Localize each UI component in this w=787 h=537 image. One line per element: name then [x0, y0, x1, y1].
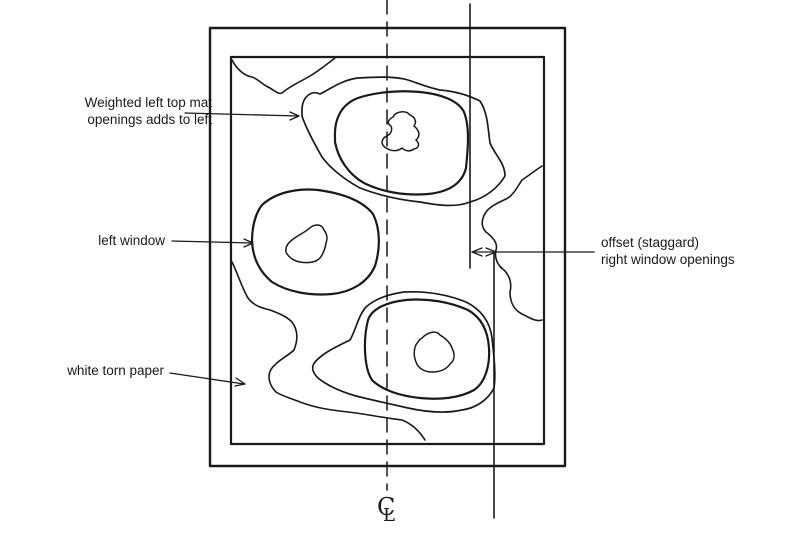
leader-offset: [471, 247, 595, 257]
left-torn-paper-edge: [231, 261, 426, 441]
leader-white-torn: [169, 372, 246, 387]
torn-corner-top-left: [231, 57, 336, 95]
label-white-torn-paper: white torn paper: [67, 363, 164, 378]
label-left-window: left window: [98, 233, 165, 248]
bottom-torn-paper-edge: [311, 290, 496, 414]
top-torn-paper-edge: [301, 76, 506, 207]
left-window-artwork: [285, 224, 328, 264]
centerline-symbol: C L: [377, 493, 396, 526]
right-torn-paper-edge: [481, 165, 543, 322]
top-window-artwork: [381, 111, 420, 152]
centerline-symbol-c: C: [377, 493, 396, 521]
bottom-window-opening: [363, 298, 491, 400]
centerline-symbol-l: L: [383, 505, 395, 526]
label-weighted-openings: Weighted left top mat openings adds to l…: [84, 95, 212, 127]
bottom-window-artwork: [413, 331, 455, 373]
left-window-opening: [250, 188, 380, 296]
top-window-opening: [333, 90, 470, 196]
leader-weighted: [184, 111, 300, 121]
leader-left-window: [171, 238, 254, 248]
label-offset-right-openings: offset (staggard) right window openings: [601, 235, 735, 267]
